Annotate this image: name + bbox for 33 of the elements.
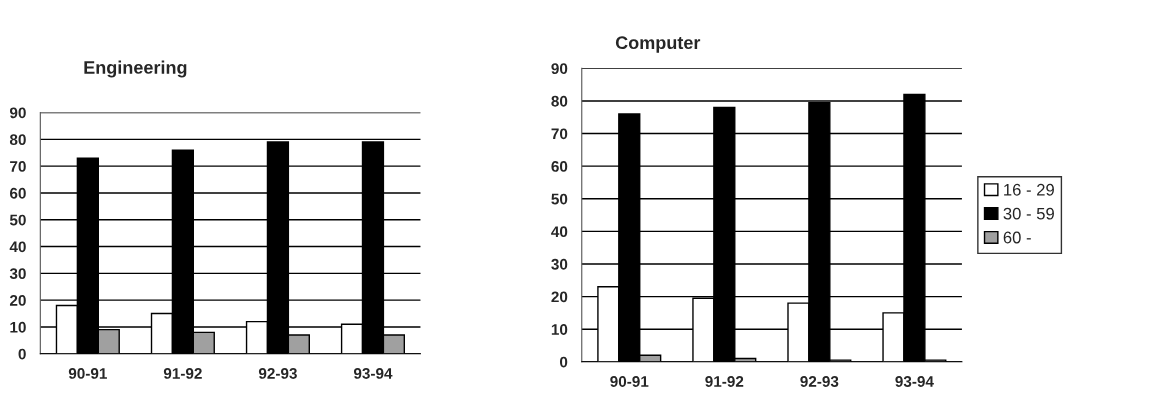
x-tick-label: 92-93: [800, 376, 839, 387]
legend-label: 16 - 29: [1004, 183, 1054, 196]
y-tick-label: 70: [551, 128, 568, 140]
x-tick-label: 90-91: [610, 376, 649, 387]
x-tick-label: 92-93: [258, 368, 297, 379]
y-tick-label: 60: [551, 161, 568, 172]
y-tick-label: 10: [551, 324, 568, 335]
y-tick-label: 80: [551, 95, 568, 107]
y-tick-label: 40: [9, 241, 26, 253]
y-tick-label: 50: [551, 193, 568, 205]
x-tick-label: 93-94: [895, 376, 934, 387]
y-tick-label: 0: [559, 356, 568, 368]
y-tick-label: 0: [18, 348, 26, 360]
chart-title: Engineering: [84, 60, 187, 78]
y-tick-label: 70: [10, 161, 26, 172]
y-tick-label: 90: [551, 63, 568, 75]
y-tick-label: 30: [9, 268, 26, 280]
y-tick-label: 10: [10, 321, 26, 333]
x-tick-label: 93-94: [353, 368, 393, 379]
chart-title: Computer: [615, 36, 701, 53]
y-tick-label: 30: [551, 258, 568, 270]
y-tick-label: 90: [9, 107, 26, 119]
x-tick-label: 91-92: [705, 376, 744, 387]
legend-label: 30 - 59: [1003, 207, 1054, 220]
y-tick-label: 60: [10, 187, 26, 199]
x-tick-label: 91-92: [163, 368, 202, 379]
y-tick-label: 80: [9, 134, 26, 146]
y-tick-label: 50: [9, 214, 26, 226]
y-tick-label: 40: [551, 226, 568, 238]
x-tick-label: 90-91: [68, 368, 107, 379]
y-tick-label: 20: [551, 291, 568, 303]
y-tick-label: 20: [9, 295, 26, 306]
legend-label: 60 -: [1003, 231, 1031, 244]
